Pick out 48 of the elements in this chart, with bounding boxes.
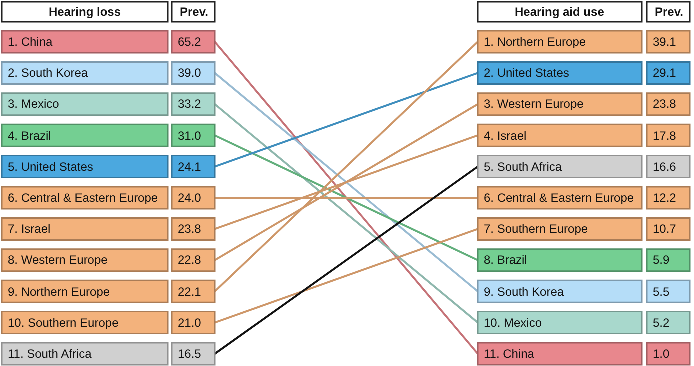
category-label: 1. Northern Europe (484, 35, 586, 49)
data-label: 17.8 (653, 129, 677, 143)
data-label: 5.5 (653, 285, 670, 299)
data-label: 39.0 (178, 66, 202, 80)
category-label: 1. China (8, 35, 54, 49)
category-label: 4. Israel (484, 129, 527, 143)
category-label: 11. China (484, 347, 535, 361)
category-label: 6. Central & Eastern Europe (8, 191, 158, 205)
data-label: 23.8 (178, 222, 202, 236)
data-label: 1.0 (653, 347, 670, 361)
category-label: 6. Central & Eastern Europe (484, 191, 634, 205)
category-label: 3. Western Europe (484, 97, 584, 111)
category-label: 4. Brazil (8, 129, 52, 143)
category-label: 7. Southern Europe (484, 222, 588, 236)
data-label: 65.2 (178, 35, 202, 49)
data-label: 24.0 (178, 191, 202, 205)
data-label: 16.5 (178, 347, 202, 361)
data-label: 5.2 (653, 316, 670, 330)
data-label: 23.8 (653, 97, 677, 111)
category-label: 9. Northern Europe (8, 285, 110, 299)
data-label: 39.1 (653, 35, 677, 49)
category-label: 8. Western Europe (8, 253, 108, 267)
category-label: 2. South Korea (8, 66, 88, 80)
category-label: 7. Israel (8, 222, 51, 236)
category-label: 5. United States (8, 160, 94, 174)
data-label: 10.7 (653, 222, 677, 236)
data-label: 22.1 (178, 285, 202, 299)
text: Prev. (655, 5, 684, 19)
category-label: 9. South Korea (484, 285, 564, 299)
category-label: 2. United States (484, 66, 570, 80)
text: Prev. (180, 5, 208, 19)
data-label: 5.9 (653, 253, 670, 267)
category-label: 8. Brazil (484, 253, 528, 267)
data-label: 31.0 (178, 129, 202, 143)
data-label: 12.2 (653, 191, 677, 205)
data-label: 33.2 (178, 97, 202, 111)
category-label: 10. Mexico (484, 316, 542, 330)
category-label: 3. Mexico (8, 97, 60, 111)
data-label: 24.1 (178, 160, 202, 174)
text: Hearing loss (49, 5, 122, 19)
data-label: 22.8 (178, 253, 202, 267)
text: Hearing aid use (515, 5, 605, 19)
category-label: 10. Southern Europe (8, 316, 120, 330)
data-label: 29.1 (653, 66, 677, 80)
category-label: 5. South Africa (484, 160, 562, 174)
data-label: 21.0 (178, 316, 202, 330)
category-label: 11. South Africa (8, 347, 92, 361)
data-label: 16.6 (653, 160, 677, 174)
